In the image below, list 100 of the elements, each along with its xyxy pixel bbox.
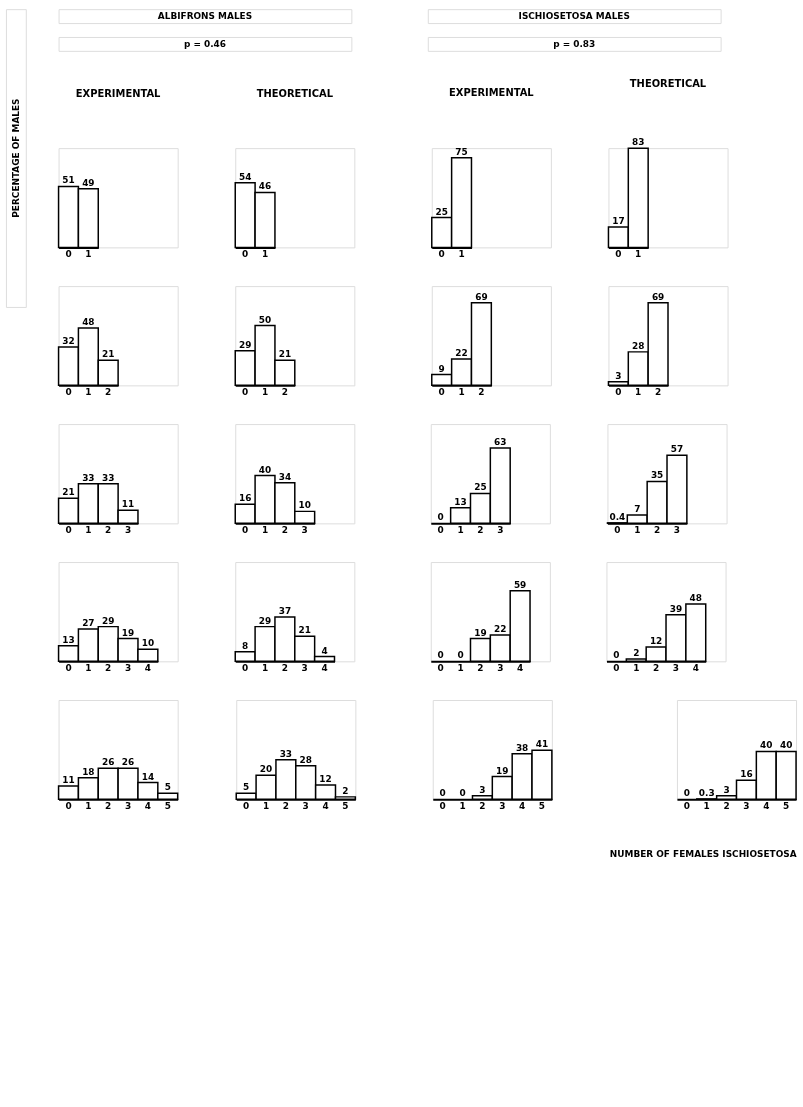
x-tick-label: 2 — [281, 662, 288, 673]
data-label: 48 — [689, 592, 703, 603]
x-tick-label: 1 — [261, 662, 269, 673]
x-tick-label: 4 — [763, 800, 770, 811]
data-label: 13 — [454, 496, 467, 507]
x-tick-label: 3 — [124, 524, 132, 535]
data-label: 2 — [342, 785, 349, 796]
data-label: 3 — [479, 784, 486, 795]
x-tick-label: 4 — [692, 662, 699, 673]
data-label: 14 — [141, 771, 155, 782]
data-label: 54 — [238, 171, 252, 182]
x-tick-label: 0 — [65, 800, 72, 811]
data-label: 0.4 — [609, 511, 626, 522]
x-tick-label: 3 — [302, 800, 309, 811]
x-tick-label: 4 — [517, 662, 524, 673]
x-tick-label: 1 — [635, 386, 642, 397]
data-label: 21 — [101, 349, 115, 360]
data-label: 0 — [437, 512, 444, 523]
data-label: 21 — [278, 349, 292, 360]
x-tick-label: 0 — [615, 248, 622, 259]
x-tick-label: 3 — [672, 662, 680, 673]
data-label: 0 — [437, 650, 444, 661]
data-label: 19 — [474, 627, 487, 638]
chart-title: THEORETICAL — [256, 87, 334, 99]
data-label: 7 — [634, 503, 641, 514]
data-label: 40 — [258, 464, 272, 475]
x-tick-label: 2 — [479, 800, 486, 811]
data-label: 20 — [259, 764, 273, 775]
data-label: 19 — [496, 765, 509, 776]
x-tick-label: 0 — [615, 386, 622, 397]
data-label: 16 — [238, 493, 252, 504]
x-tick-label: 3 — [124, 662, 132, 673]
x-tick-label: 0 — [437, 524, 444, 535]
data-label: 40 — [779, 740, 793, 751]
data-label: 69 — [651, 291, 665, 302]
x-tick-label: 1 — [457, 524, 464, 535]
data-label: 57 — [670, 444, 684, 455]
data-label: 34 — [278, 471, 292, 482]
x-tick-label: 1 — [85, 524, 92, 535]
x-tick-label: 2 — [653, 524, 661, 535]
x-tick-label: 0 — [242, 662, 249, 673]
x-tick-label: 1 — [458, 386, 465, 397]
data-label: 3 — [615, 370, 622, 381]
x-tick-label: 4 — [321, 662, 328, 673]
x-tick-label: 0 — [613, 662, 620, 673]
data-label: 5 — [164, 782, 171, 793]
x-tick-label: 2 — [105, 524, 112, 535]
x-tick-label: 2 — [281, 524, 288, 535]
x-tick-label: 2 — [478, 386, 485, 397]
data-label: 39 — [669, 603, 683, 614]
x-tick-label: 0 — [65, 248, 72, 259]
x-tick-label: 1 — [261, 524, 269, 535]
x-tick-label: 0 — [65, 386, 72, 397]
x-tick-label: 3 — [497, 662, 504, 673]
data-label: 33 — [101, 472, 115, 483]
data-label: 21 — [62, 487, 75, 498]
text: p = 0.83 — [553, 38, 596, 49]
data-label: 38 — [515, 742, 529, 753]
x-tick-label: 0 — [438, 386, 445, 397]
data-label: 46 — [258, 181, 272, 192]
x-tick-label: 1 — [261, 386, 269, 397]
data-label: 48 — [82, 316, 95, 327]
data-label: 10 — [298, 500, 311, 511]
x-tick-label: 2 — [282, 800, 289, 811]
data-label: 4 — [321, 645, 328, 656]
x-tick-label: 0 — [242, 386, 249, 397]
data-label: 13 — [62, 634, 75, 645]
x-tick-label: 1 — [635, 248, 642, 259]
data-label: 9 — [438, 363, 445, 374]
data-label: 83 — [632, 137, 645, 148]
x-tick-label: 3 — [743, 800, 750, 811]
chart-title: EXPERIMENTAL — [75, 87, 162, 99]
x-tick-label: 1 — [85, 248, 92, 259]
x-tick-label: 2 — [477, 524, 484, 535]
data-label: 18 — [82, 766, 95, 777]
x-tick-label: 5 — [783, 800, 790, 811]
x-tick-label: 1 — [262, 800, 270, 811]
x-tick-label: 0 — [65, 524, 72, 535]
x-tick-label: 3 — [301, 662, 308, 673]
x-tick-label: 0 — [242, 524, 249, 535]
data-label: 8 — [242, 640, 249, 651]
data-label: 29 — [238, 339, 252, 350]
x-tick-label: 5 — [538, 800, 546, 811]
x-tick-label: 3 — [124, 800, 132, 811]
data-label: 28 — [299, 754, 312, 765]
x-tick-label: 0 — [242, 248, 249, 259]
x-tick-label: 0 — [65, 662, 72, 673]
x-tick-label: 4 — [518, 800, 526, 811]
data-label: 17 — [612, 216, 625, 227]
data-label: 28 — [632, 340, 645, 351]
x-tick-label: 1 — [458, 248, 465, 259]
x-tick-label: 5 — [342, 800, 349, 811]
data-label: 16 — [740, 769, 753, 780]
data-label: 3 — [723, 784, 730, 795]
data-label: 69 — [475, 291, 488, 302]
data-label: 12 — [319, 773, 332, 784]
x-tick-label: 4 — [144, 662, 151, 673]
text: ISCHIOSETOSA MALES — [518, 11, 630, 22]
x-tick-label: 1 — [703, 800, 710, 811]
x-tick-label: 1 — [261, 248, 269, 259]
